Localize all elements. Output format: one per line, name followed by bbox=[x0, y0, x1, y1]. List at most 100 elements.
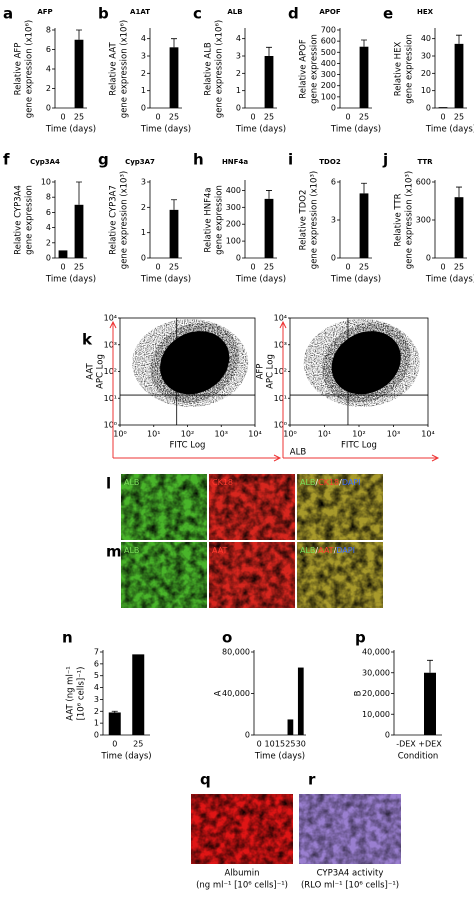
y-axis-label: gene expression bbox=[405, 34, 415, 104]
y-axis-label: APC Log bbox=[96, 354, 106, 389]
x-tick-label: 0 bbox=[257, 740, 262, 749]
bar bbox=[454, 197, 464, 258]
panel-letter: k bbox=[82, 331, 93, 349]
panel-letter: p bbox=[355, 629, 366, 647]
y-axis-label: Relative AFP bbox=[14, 43, 24, 96]
micrograph-texture bbox=[209, 474, 295, 540]
image-label: ALB/CK18/DAPI bbox=[300, 478, 361, 487]
y-axis-label: Relative AAT bbox=[109, 42, 119, 96]
panel-letter: n bbox=[62, 629, 73, 647]
panel-letter: q bbox=[200, 771, 211, 789]
panel-letter: h bbox=[193, 151, 204, 169]
x-tick-label: 10⁰ bbox=[113, 430, 126, 439]
y-tick-label: 2 bbox=[46, 84, 51, 93]
y-axis-label: [10⁶ cells]⁻¹) bbox=[77, 667, 87, 721]
panel-letter: l bbox=[106, 475, 111, 493]
bar bbox=[287, 719, 294, 735]
gate-lines bbox=[290, 318, 428, 425]
panel-letter: j bbox=[382, 151, 388, 169]
y-tick-label: 2 bbox=[141, 69, 146, 78]
x-axis-label: Time (days) bbox=[140, 275, 191, 285]
y-axis-label: Relative ALB bbox=[204, 42, 214, 96]
x-axis-label: Time (days) bbox=[425, 275, 474, 285]
x-tick-label: 10² bbox=[352, 430, 365, 439]
chart-title: APOF bbox=[319, 8, 340, 16]
y-tick-label: 3 bbox=[141, 52, 146, 61]
image-label: CK18 bbox=[212, 478, 233, 487]
x-tick-label: 25 bbox=[454, 263, 464, 272]
image-label-part: DAPI bbox=[336, 546, 355, 555]
arrow bbox=[279, 320, 440, 462]
bar bbox=[264, 56, 274, 108]
chart-title: Cyp3A4 bbox=[30, 158, 60, 166]
x-axis-label: Time (days) bbox=[45, 125, 96, 135]
x-tick-label: 25 bbox=[74, 113, 84, 122]
micrograph-texture bbox=[191, 794, 293, 864]
image-label-part: AAT bbox=[318, 546, 334, 555]
micrograph-texture bbox=[209, 542, 295, 608]
image-label: AAT bbox=[212, 546, 228, 555]
y-tick-label: 2 bbox=[94, 707, 99, 716]
y-axis-label: Relative APOF bbox=[299, 39, 309, 99]
x-tick-label: -DEX bbox=[396, 740, 416, 749]
error-bar bbox=[76, 181, 82, 205]
x-tick-label: 25 bbox=[359, 263, 369, 272]
y-tick-label: 4 bbox=[236, 34, 241, 43]
y-axis-label: Relative CYP3A4 bbox=[14, 185, 24, 255]
y-tick-label: 2 bbox=[141, 203, 146, 212]
y-tick-label: 0 bbox=[141, 254, 146, 263]
micrograph-texture bbox=[121, 542, 207, 608]
chart-title: ALB bbox=[227, 8, 242, 16]
y-tick-label: 80,000 bbox=[222, 648, 250, 657]
x-axis-label: Time (days) bbox=[235, 125, 286, 135]
y-axis-label: gene expression bbox=[310, 34, 320, 104]
y-tick-label: 10¹ bbox=[104, 394, 117, 403]
bar bbox=[108, 712, 121, 735]
y-tick-label: 7 bbox=[94, 648, 99, 657]
error-bar bbox=[266, 190, 272, 199]
error-bar bbox=[266, 46, 272, 56]
x-tick-label: 0 bbox=[155, 113, 160, 122]
image-label-part: / bbox=[339, 478, 342, 487]
event-cloud-edge bbox=[150, 322, 239, 403]
y-tick-label: 0 bbox=[331, 104, 336, 113]
y-tick-label: 3 bbox=[94, 695, 99, 704]
bar bbox=[424, 672, 436, 735]
panel-letter: f bbox=[3, 151, 10, 169]
panel-letter: e bbox=[383, 5, 393, 23]
x-axis-label: Time (days) bbox=[330, 125, 381, 135]
y-tick-label: 0 bbox=[331, 254, 336, 263]
x-tick-label: 25 bbox=[359, 113, 369, 122]
y-tick-label: 40,000 bbox=[362, 648, 390, 657]
chart-title: TTR bbox=[417, 158, 433, 166]
y-tick-label: 0 bbox=[385, 731, 390, 740]
y-tick-label: 40,000 bbox=[222, 689, 250, 698]
x-tick-label: 25 bbox=[133, 740, 143, 749]
y-axis-label: gene expression (x10³) bbox=[405, 171, 415, 269]
x-tick-label: 10¹ bbox=[318, 430, 331, 439]
y-tick-label: 40 bbox=[421, 34, 431, 43]
y-tick-label: 0 bbox=[245, 731, 250, 740]
y-tick-label: 10 bbox=[421, 86, 431, 95]
x-tick-label: 15 bbox=[275, 740, 285, 749]
bar bbox=[169, 47, 179, 108]
y-tick-label: 1 bbox=[236, 86, 241, 95]
y-tick-label: 700 bbox=[321, 26, 336, 35]
y-tick-label: 10¹ bbox=[274, 394, 287, 403]
image-label-part: / bbox=[334, 546, 337, 555]
bar bbox=[74, 204, 84, 258]
y-tick-label: 3 bbox=[331, 216, 336, 225]
bar bbox=[297, 667, 304, 735]
x-tick-label: 0 bbox=[60, 113, 65, 122]
y-tick-label: 2 bbox=[46, 238, 51, 247]
gate-lines bbox=[120, 318, 255, 425]
error-bar bbox=[111, 710, 118, 713]
bar bbox=[169, 209, 179, 258]
error-bar bbox=[361, 182, 367, 194]
event-cloud-edge bbox=[322, 322, 411, 403]
y-tick-label: 6 bbox=[46, 45, 51, 54]
x-tick-label: 10³ bbox=[215, 430, 228, 439]
x-tick-label: 10⁴ bbox=[421, 430, 434, 439]
panel-letter: r bbox=[308, 771, 316, 789]
